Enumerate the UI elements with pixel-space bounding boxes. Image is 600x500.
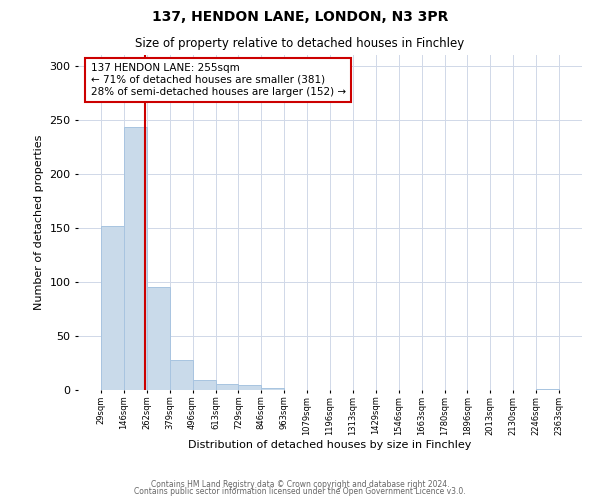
X-axis label: Distribution of detached houses by size in Finchley: Distribution of detached houses by size … xyxy=(188,440,472,450)
Bar xyxy=(146,288,170,390)
Bar xyxy=(238,384,261,390)
Text: 137, HENDON LANE, LONDON, N3 3PR: 137, HENDON LANE, LONDON, N3 3PR xyxy=(152,10,448,24)
Text: Size of property relative to detached houses in Finchley: Size of property relative to detached ho… xyxy=(136,38,464,51)
Text: Contains public sector information licensed under the Open Government Licence v3: Contains public sector information licen… xyxy=(134,487,466,496)
Y-axis label: Number of detached properties: Number of detached properties xyxy=(34,135,44,310)
Bar xyxy=(215,384,238,390)
Bar xyxy=(170,360,193,390)
Bar xyxy=(101,226,124,390)
Bar xyxy=(536,389,559,390)
Bar xyxy=(193,380,215,390)
Bar xyxy=(261,388,284,390)
Bar xyxy=(124,128,146,390)
Text: 137 HENDON LANE: 255sqm
← 71% of detached houses are smaller (381)
28% of semi-d: 137 HENDON LANE: 255sqm ← 71% of detache… xyxy=(91,64,346,96)
Text: Contains HM Land Registry data © Crown copyright and database right 2024.: Contains HM Land Registry data © Crown c… xyxy=(151,480,449,489)
